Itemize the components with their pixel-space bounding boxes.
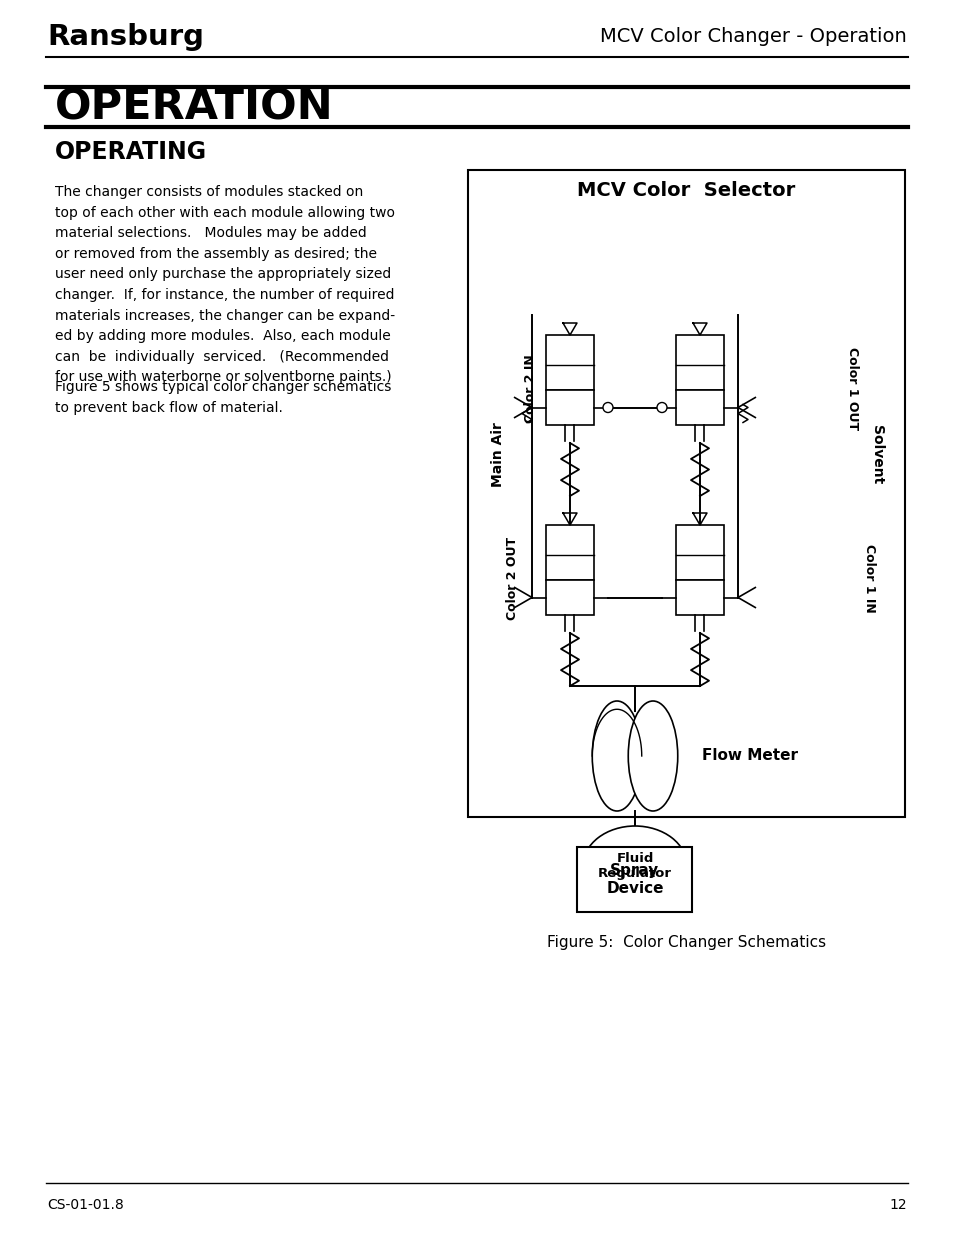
Bar	[577, 847, 692, 911]
Text: OPERATING: OPERATING	[55, 140, 207, 164]
Text: MCV Color  Selector: MCV Color Selector	[577, 180, 795, 200]
Text: Color 2 OUT: Color 2 OUT	[506, 537, 519, 620]
Bar	[676, 525, 723, 580]
Circle shape	[657, 403, 666, 412]
Text: Solvent: Solvent	[869, 425, 883, 484]
Text: Color 1 IN: Color 1 IN	[862, 545, 876, 613]
Text: Color 2 IN: Color 2 IN	[524, 354, 537, 424]
Bar	[545, 525, 594, 580]
Text: Color 1 OUT: Color 1 OUT	[845, 347, 859, 430]
Bar	[468, 170, 904, 818]
Text: CS-01-01.8: CS-01-01.8	[47, 1198, 124, 1212]
Text: Flow Meter: Flow Meter	[701, 748, 797, 763]
Text: Spray
Device: Spray Device	[605, 863, 663, 895]
Bar	[545, 390, 594, 425]
Text: MCV Color Changer - Operation: MCV Color Changer - Operation	[599, 27, 906, 47]
Text: Ransburg: Ransburg	[47, 23, 204, 51]
Bar	[676, 390, 723, 425]
Text: The changer consists of modules stacked on
top of each other with each module al: The changer consists of modules stacked …	[55, 185, 395, 384]
Text: Figure 5:  Color Changer Schematics: Figure 5: Color Changer Schematics	[546, 935, 825, 950]
Text: Fluid
Regulator: Fluid Regulator	[598, 852, 671, 881]
Bar	[545, 335, 594, 390]
Ellipse shape	[628, 701, 677, 811]
Text: 12: 12	[888, 1198, 906, 1212]
Ellipse shape	[592, 701, 641, 811]
Text: Main Air: Main Air	[491, 422, 504, 488]
Text: OPERATION: OPERATION	[55, 86, 334, 128]
Bar	[676, 580, 723, 615]
Bar	[545, 580, 594, 615]
Circle shape	[602, 403, 613, 412]
Text: Figure 5 shows typical color changer schematics
to prevent back flow of material: Figure 5 shows typical color changer sch…	[55, 380, 391, 415]
Ellipse shape	[582, 826, 686, 906]
Bar	[676, 335, 723, 390]
